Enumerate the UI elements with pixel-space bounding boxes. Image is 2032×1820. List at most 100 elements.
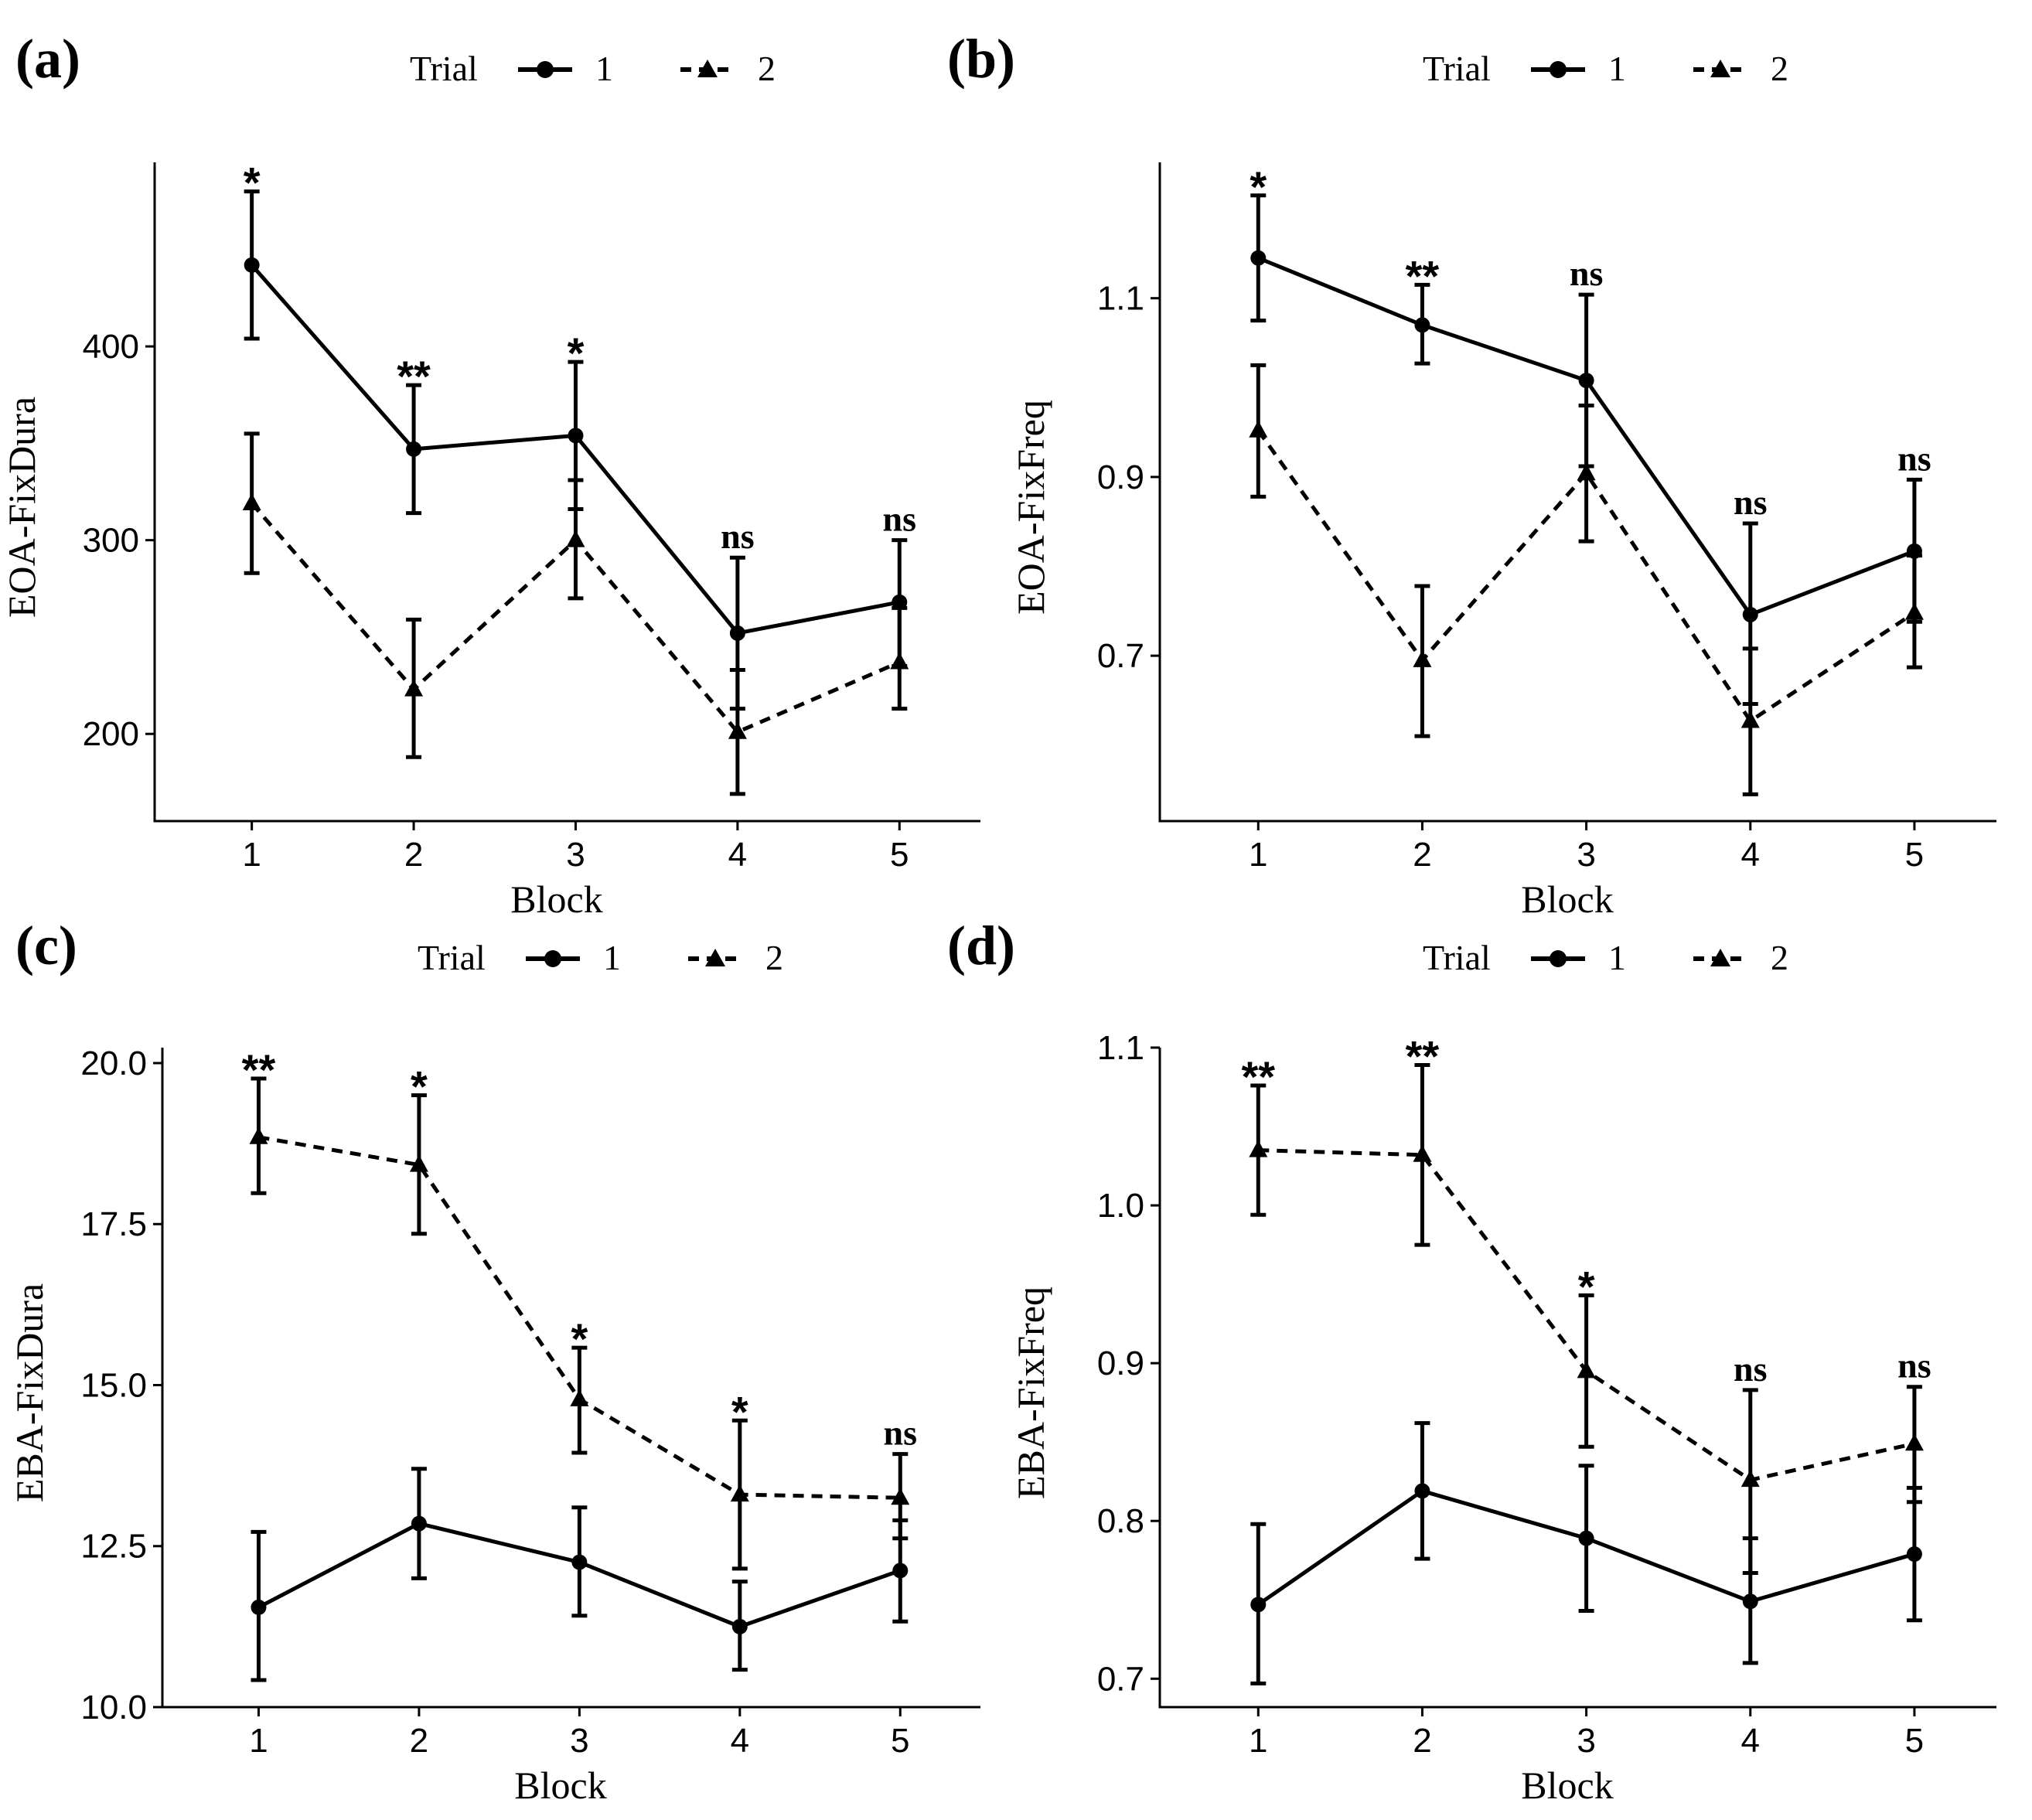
significance-label: ns — [1734, 482, 1767, 522]
y-axis-title: EOA-FixDura — [0, 397, 43, 618]
data-point-triangle — [404, 679, 424, 697]
legend-triangle-marker — [1710, 949, 1730, 966]
legend-item-1: 1 — [518, 49, 613, 88]
plot-area — [1249, 1062, 1924, 1685]
significance-label: * — [1250, 162, 1267, 211]
legend-label: 2 — [765, 938, 783, 977]
significance-annotations: *** *ns ns — [244, 158, 916, 557]
data-point-circle — [1742, 606, 1758, 622]
y-tick-label: 0.9 — [1097, 1345, 1144, 1382]
y-tick-label: 17.5 — [80, 1205, 147, 1243]
panel-letter: (a) — [15, 28, 80, 90]
legend-label: 1 — [603, 938, 621, 977]
x-tick-label: 2 — [410, 1722, 428, 1760]
x-tick-label: 3 — [566, 836, 585, 874]
data-point-circle — [1742, 1593, 1758, 1610]
axes: 200 300 400 1 2 3 4 5 Block EOA-FixDura — [0, 162, 980, 921]
y-tick-label: 200 — [83, 715, 139, 753]
series-line — [1256, 429, 1916, 724]
data-point-circle — [892, 1563, 909, 1579]
y-tick-label: 20.0 — [80, 1045, 147, 1082]
data-point-triangle — [1577, 463, 1596, 481]
x-tick-label: 4 — [1741, 1722, 1760, 1760]
data-point-triangle — [1904, 602, 1924, 620]
data-point-triangle — [249, 1126, 268, 1144]
data-point-circle — [568, 428, 584, 444]
significance-label: ** — [1406, 1031, 1440, 1080]
legend-label: 1 — [1608, 49, 1626, 88]
data-point-triangle — [1740, 1470, 1760, 1488]
legend-label: 1 — [1608, 938, 1626, 977]
plot-area — [249, 1076, 910, 1682]
y-tick-label: 1.1 — [1097, 280, 1144, 318]
series-1 — [1250, 1421, 1922, 1685]
data-point-triangle — [242, 493, 261, 511]
series-1 — [251, 1467, 909, 1682]
legend-item-1: 1 — [1531, 49, 1626, 88]
series-2 — [249, 1076, 910, 1571]
x-tick-label: 2 — [1413, 1722, 1431, 1760]
data-point-triangle — [1904, 1433, 1924, 1451]
legend-label: 1 — [595, 49, 613, 88]
data-point-triangle — [570, 1389, 589, 1406]
y-axis-title: EBA-FixDura — [8, 1283, 51, 1502]
y-tick-label: 0.7 — [1097, 1660, 1144, 1698]
legend-label: 2 — [1771, 938, 1788, 977]
significance-label: ns — [1734, 1349, 1767, 1389]
plot-area — [1249, 193, 1924, 796]
legend-item-2: 2 — [1693, 938, 1788, 977]
significance-label: ** — [1241, 1052, 1275, 1101]
data-point-circle — [1414, 317, 1430, 333]
panel-a: (a) Trial 1 2 200 300 400 1 2 3 4 5 Block EOA-FixDura… — [0, 28, 980, 921]
legend: Trial 1 2 — [1423, 49, 1788, 88]
data-point-triangle — [890, 652, 909, 670]
significance-label: ns — [883, 499, 916, 539]
legend: Trial 1 2 — [410, 49, 776, 88]
data-point-circle — [411, 1515, 427, 1532]
significance-label: ** — [1406, 251, 1440, 300]
x-axis-title: Block — [1521, 1764, 1613, 1807]
axes: 0.7 0.9 1.1 1 2 3 4 5 Block EOA-FixFreq — [1009, 162, 1996, 921]
legend-circle-marker — [537, 61, 554, 78]
data-point-circle — [244, 257, 260, 273]
data-point-triangle — [891, 1488, 910, 1505]
y-tick-label: 0.8 — [1097, 1502, 1144, 1540]
legend-item-1: 1 — [1531, 938, 1626, 977]
panel-d: (d) Trial 1 2 0.7 0.8 0.9 1.0 1.1 1 2 3 4 5 Block EBA-F… — [947, 915, 1996, 1807]
y-tick-label: 300 — [83, 522, 139, 560]
panel-letter: (d) — [947, 915, 1015, 976]
y-tick-label: 1.1 — [1097, 1029, 1144, 1067]
data-point-triangle — [728, 721, 747, 739]
y-tick-label: 1.0 — [1097, 1187, 1144, 1225]
significance-label: ns — [721, 516, 754, 556]
significance-label: ** — [397, 352, 431, 400]
legend-circle-marker — [1550, 950, 1567, 967]
x-axis-title: Block — [1521, 878, 1613, 921]
series-1 — [244, 189, 908, 711]
data-point-circle — [1414, 1483, 1430, 1499]
y-axis-title: EOA-FixFreq — [1009, 400, 1052, 615]
legend-triangle-marker — [697, 60, 718, 77]
significance-label: * — [731, 1387, 748, 1436]
data-point-circle — [729, 625, 745, 641]
axes: 0.7 0.8 0.9 1.0 1.1 1 2 3 4 5 Block EBA-FixFreq — [1009, 1029, 1996, 1807]
legend-item-2: 2 — [680, 49, 776, 88]
significance-label: * — [568, 329, 585, 377]
y-tick-label: 0.9 — [1097, 458, 1144, 496]
x-tick-label: 2 — [404, 836, 423, 874]
data-point-circle — [406, 441, 422, 457]
data-point-circle — [1250, 250, 1267, 266]
panel-letter: (b) — [947, 28, 1015, 90]
data-point-circle — [1906, 1546, 1922, 1563]
series-2 — [1249, 363, 1924, 796]
x-tick-label: 1 — [1249, 836, 1267, 874]
significance-label: ** — [242, 1045, 276, 1094]
significance-label: ns — [884, 1413, 917, 1453]
legend: Trial 1 2 — [418, 938, 783, 977]
panel-b: (b) Trial 1 2 0.7 0.9 1.1 1 2 3 4 5 Block EOA-FixFreq… — [947, 28, 1996, 921]
legend-triangle-marker — [705, 949, 725, 966]
x-tick-label: 4 — [731, 1722, 749, 1760]
panel-letter: (c) — [15, 915, 77, 976]
